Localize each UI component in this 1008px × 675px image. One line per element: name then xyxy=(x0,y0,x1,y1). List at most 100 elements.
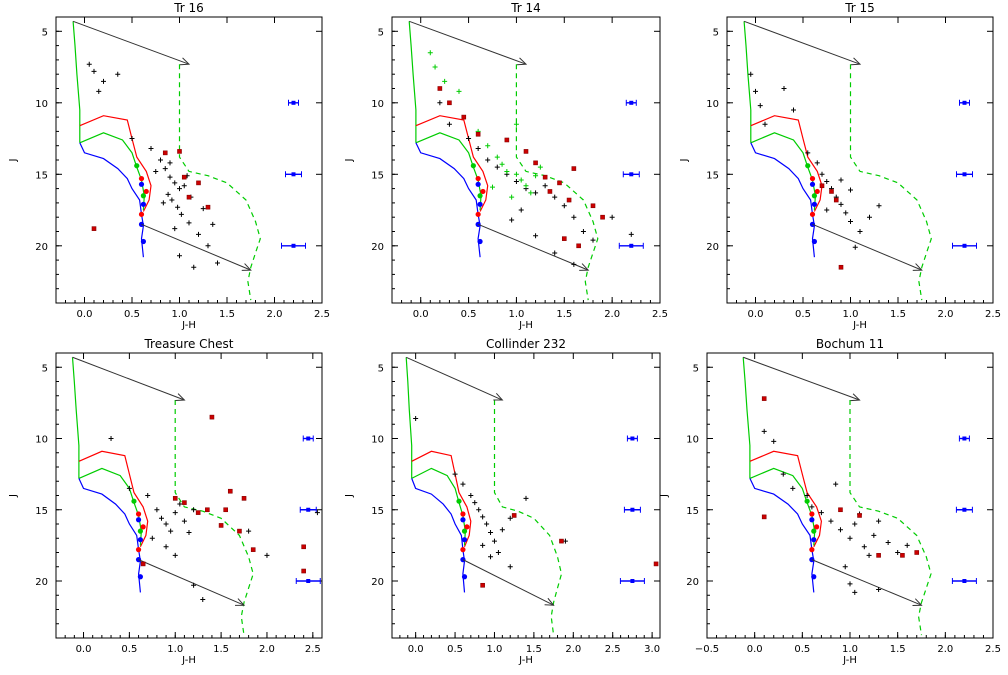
data-point-plus xyxy=(154,507,160,513)
isochrone-marker-green xyxy=(461,528,468,534)
error-bar-center xyxy=(630,436,635,441)
data-point-square xyxy=(177,149,182,154)
data-point-plus xyxy=(163,544,169,550)
x-tick-label: 2.5 xyxy=(652,309,668,320)
reddening-vector-arrow xyxy=(462,559,554,606)
x-tick-label: 0.5 xyxy=(461,309,477,320)
data-point-plus xyxy=(494,154,500,160)
data-point-plus xyxy=(145,493,151,498)
x-axis-label: J-H xyxy=(181,320,196,331)
data-point-plus xyxy=(129,136,135,142)
plot-frame xyxy=(55,16,323,304)
isochrone-marker-green xyxy=(470,163,476,169)
plot-area xyxy=(72,20,306,301)
data-point-plus xyxy=(264,552,270,558)
isochrone-marker-red xyxy=(135,547,142,553)
y-tick-label: 5 xyxy=(42,27,48,38)
data-point-plus xyxy=(446,121,452,127)
data-point-plus xyxy=(837,527,843,533)
x-tick-label: 0.5 xyxy=(447,644,463,655)
reddening-boundary-line xyxy=(178,64,261,301)
data-point-plus xyxy=(181,183,187,189)
isochrone-marker-red xyxy=(480,188,486,195)
data-point-square xyxy=(182,500,187,505)
x-tick-label: 0.0 xyxy=(76,644,92,655)
isochrone-marker-blue xyxy=(475,181,481,187)
data-point-plus xyxy=(528,190,534,196)
x-axis-label: J-H xyxy=(842,655,857,666)
x-tick-label: 2.0 xyxy=(937,644,953,655)
panel-title: Tr 15 xyxy=(844,1,875,15)
data-point-plus xyxy=(413,416,419,422)
y-tick-label: 5 xyxy=(378,27,384,38)
error-bar-center xyxy=(291,243,296,248)
data-point-plus xyxy=(867,214,872,220)
data-point-plus xyxy=(857,229,863,234)
error-bar-center xyxy=(630,579,635,583)
arrow-head xyxy=(241,263,252,271)
data-point-plus xyxy=(115,71,121,77)
data-point-plus xyxy=(153,168,159,174)
isochrone-red-line xyxy=(78,450,149,548)
error-bar-center xyxy=(306,436,311,441)
data-point-plus xyxy=(748,71,754,77)
data-point-plus xyxy=(552,194,558,200)
panel-title: Tr 16 xyxy=(173,1,204,15)
data-point-square xyxy=(557,180,562,186)
arrow-head xyxy=(179,57,191,66)
y-tick-label: 5 xyxy=(378,363,384,374)
data-point-square xyxy=(186,194,192,200)
y-axis-label: J xyxy=(8,494,19,498)
data-point-plus xyxy=(162,166,168,172)
data-point-plus xyxy=(158,515,164,521)
data-point-plus xyxy=(843,210,849,216)
data-point-plus xyxy=(509,217,515,223)
isochrone-marker-green xyxy=(140,193,146,199)
data-point-square xyxy=(819,183,825,189)
y-tick-label: 10 xyxy=(686,435,699,446)
data-point-square xyxy=(480,582,485,588)
data-point-plus xyxy=(771,438,777,444)
data-point-plus xyxy=(165,191,171,197)
data-point-square xyxy=(181,174,187,180)
data-point-plus xyxy=(838,201,844,207)
data-point-plus xyxy=(456,88,462,94)
data-point-plus xyxy=(780,471,786,477)
isochrone-marker-red xyxy=(475,211,481,217)
isochrone-red-line xyxy=(411,450,472,548)
error-bar-center xyxy=(962,172,967,177)
isochrone-marker-blue xyxy=(811,238,818,245)
x-tick-label: 0.5 xyxy=(121,644,137,655)
isochrone-marker-red xyxy=(464,524,470,530)
reddening-vector-arrow xyxy=(743,356,860,401)
data-point-plus xyxy=(175,204,181,210)
arrow-head xyxy=(493,392,504,401)
data-point-plus xyxy=(460,481,466,487)
data-point-plus xyxy=(485,157,491,163)
isochrone-blue-line xyxy=(415,142,481,258)
data-point-plus xyxy=(847,581,853,587)
error-bar-center xyxy=(962,507,967,512)
data-point-square xyxy=(838,507,843,513)
data-point-plus xyxy=(571,261,577,267)
x-tick-label: 1.0 xyxy=(167,644,183,655)
data-point-plus xyxy=(181,518,187,524)
y-tick-label: 15 xyxy=(371,506,384,517)
data-point-square xyxy=(209,414,215,420)
data-point-plus xyxy=(590,237,596,243)
arrow-head xyxy=(516,57,528,66)
data-point-plus xyxy=(499,161,505,167)
data-point-square xyxy=(600,214,605,220)
y-tick-label: 20 xyxy=(35,242,48,253)
data-point-plus xyxy=(804,493,810,498)
isochrone-green-line xyxy=(411,467,466,546)
data-point-square xyxy=(205,507,210,513)
data-point-plus xyxy=(523,495,529,501)
arrow-head xyxy=(912,263,923,271)
data-point-plus xyxy=(177,501,183,507)
data-point-plus xyxy=(210,221,216,227)
data-point-square xyxy=(857,513,862,518)
x-tick-label: 1.5 xyxy=(890,644,906,655)
data-point-plus xyxy=(753,88,758,94)
